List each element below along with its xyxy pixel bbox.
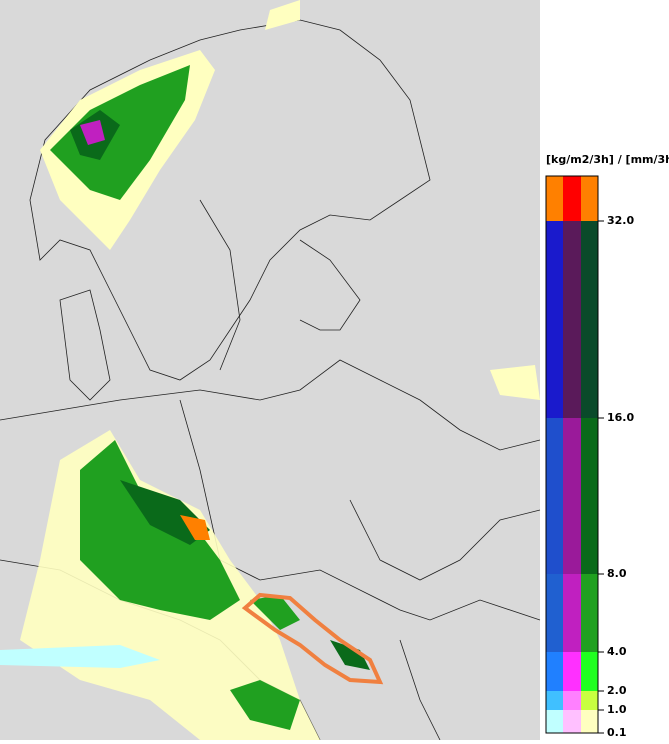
legend-swatch <box>581 176 598 221</box>
precipitation <box>0 0 540 740</box>
legend-swatch <box>581 221 598 418</box>
legend-swatch <box>546 710 563 733</box>
legend-frame <box>545 175 599 734</box>
legend-swatch <box>563 691 581 710</box>
tick-label: 16.0 <box>607 411 634 424</box>
tick-label: 2.0 <box>607 684 627 697</box>
legend-title: [kg/m2/3h] / [mm/3h] <box>546 153 669 166</box>
legend-swatch <box>563 710 581 733</box>
legend-swatch <box>563 652 581 691</box>
legend-swatch <box>546 176 563 221</box>
tick-label: 1.0 <box>607 703 627 716</box>
legend: 32.0 16.0 8.0 4.0 2.0 1.0 0.1 <box>545 175 634 739</box>
legend-swatch <box>581 574 598 652</box>
legend-swatch <box>563 221 581 418</box>
legend-swatch <box>563 176 581 221</box>
tick-label: 4.0 <box>607 645 627 658</box>
legend-swatch <box>563 574 581 652</box>
highlight-outline <box>241 592 384 685</box>
legend-swatch <box>546 418 563 574</box>
legend-swatch <box>546 652 563 691</box>
legend-swatch <box>581 652 598 691</box>
legend-swatch <box>563 418 581 574</box>
legend-swatch <box>581 710 598 733</box>
tick-label: 0.1 <box>607 726 627 739</box>
legend-swatch <box>546 221 563 418</box>
tick-label: 8.0 <box>607 567 627 580</box>
legend-swatch <box>546 691 563 710</box>
legend-swatch <box>581 418 598 574</box>
legend-swatch <box>581 691 598 710</box>
legend-swatch <box>546 574 563 652</box>
tick-label: 32.0 <box>607 214 634 227</box>
